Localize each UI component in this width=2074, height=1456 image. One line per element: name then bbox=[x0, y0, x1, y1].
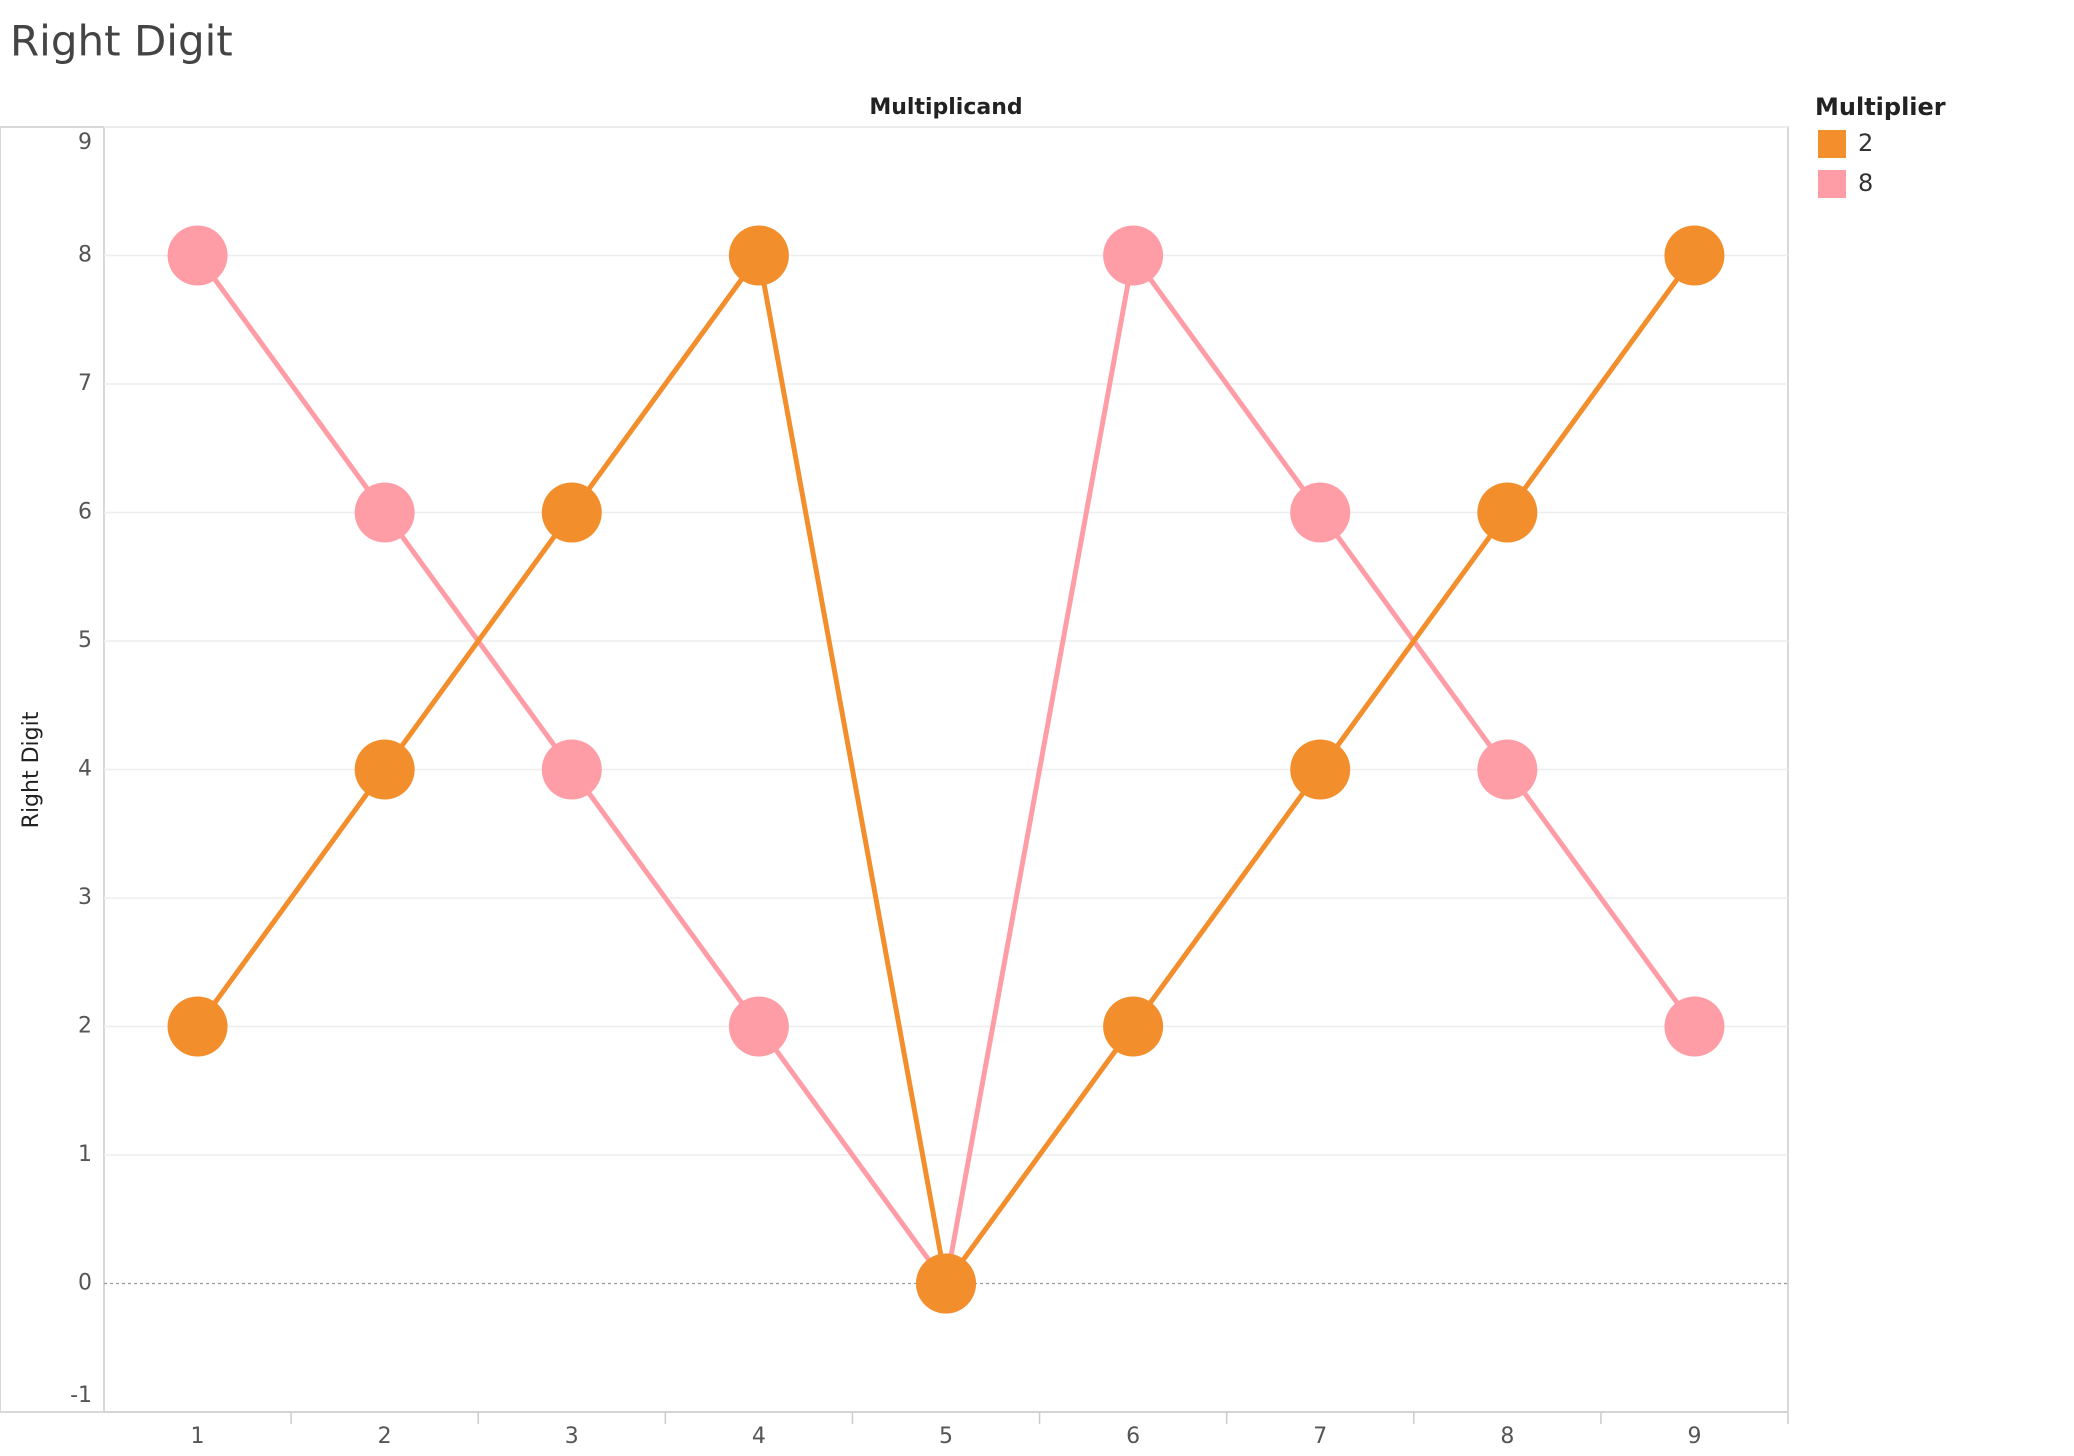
y-tick-label: 4 bbox=[78, 757, 92, 782]
legend-swatch bbox=[1818, 130, 1846, 158]
point bbox=[541, 482, 602, 543]
y-tick-label: -1 bbox=[70, 1383, 92, 1408]
y-tick-label: 2 bbox=[78, 1014, 92, 1039]
x-tick-label: 6 bbox=[1126, 1424, 1140, 1449]
point bbox=[728, 996, 789, 1057]
point bbox=[354, 739, 415, 800]
point bbox=[1664, 225, 1725, 286]
point bbox=[1103, 225, 1164, 286]
point bbox=[1103, 996, 1164, 1057]
point bbox=[916, 1253, 976, 1314]
point bbox=[1290, 482, 1351, 543]
legend-title: Multiplier bbox=[1815, 93, 1946, 121]
point bbox=[541, 739, 602, 800]
point bbox=[728, 225, 789, 286]
x-tick-label: 2 bbox=[378, 1424, 392, 1449]
legend-label: 8 bbox=[1858, 169, 1873, 197]
point bbox=[1290, 739, 1351, 800]
y-tick-label: 9 bbox=[78, 130, 92, 155]
x-tick-label: 4 bbox=[752, 1424, 766, 1449]
x-tick-label: 7 bbox=[1313, 1424, 1327, 1449]
y-tick-label: 5 bbox=[78, 628, 92, 653]
point bbox=[354, 482, 415, 543]
point bbox=[1477, 739, 1538, 800]
chart-title: Right Digit bbox=[10, 17, 233, 66]
y-tick-label: 8 bbox=[78, 243, 92, 268]
x-tick-label: 3 bbox=[565, 1424, 579, 1449]
y-axis-title: Right Digit bbox=[19, 711, 44, 828]
legend-label: 2 bbox=[1858, 129, 1873, 157]
x-tick-label: 8 bbox=[1500, 1424, 1514, 1449]
x-tick-label: 9 bbox=[1687, 1424, 1701, 1449]
y-tick-label: 0 bbox=[78, 1271, 92, 1296]
x-tick-label: 1 bbox=[191, 1424, 205, 1449]
point bbox=[1477, 482, 1538, 543]
point bbox=[1664, 996, 1725, 1057]
y-tick-label: 6 bbox=[78, 500, 92, 525]
x-axis-title: Multiplicand bbox=[869, 95, 1022, 120]
y-tick-label: 1 bbox=[78, 1142, 92, 1167]
x-tick-label: 5 bbox=[939, 1424, 953, 1449]
point bbox=[167, 996, 228, 1057]
y-tick-label: 3 bbox=[78, 885, 92, 910]
point bbox=[167, 225, 228, 286]
legend-swatch bbox=[1818, 170, 1846, 198]
y-tick-label: 7 bbox=[78, 371, 92, 396]
